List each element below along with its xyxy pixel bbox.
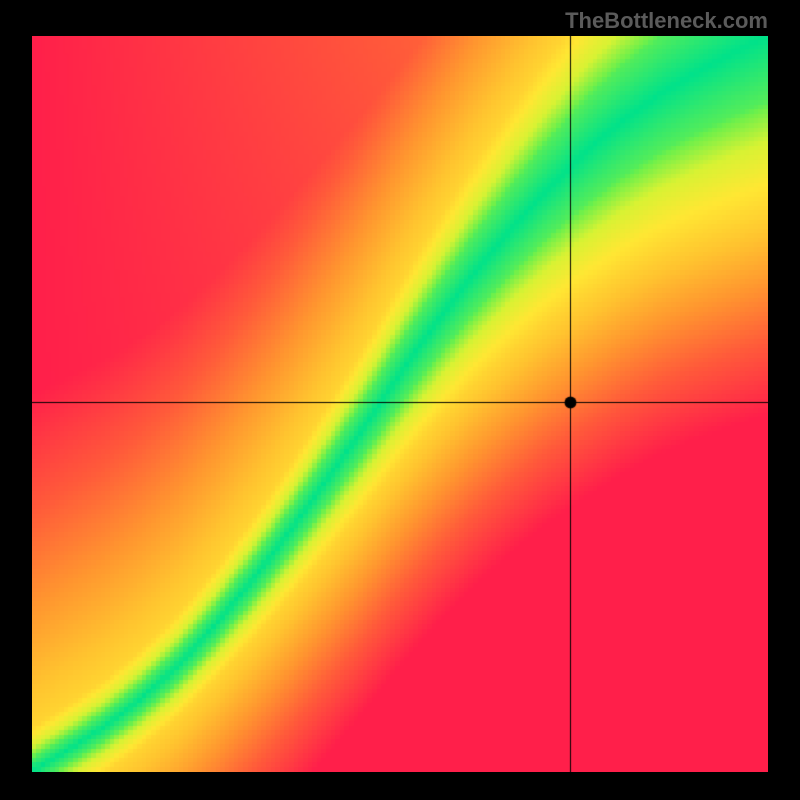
watermark-text: TheBottleneck.com: [565, 8, 768, 34]
crosshair-overlay: [32, 36, 768, 772]
chart-container: TheBottleneck.com: [0, 0, 800, 800]
